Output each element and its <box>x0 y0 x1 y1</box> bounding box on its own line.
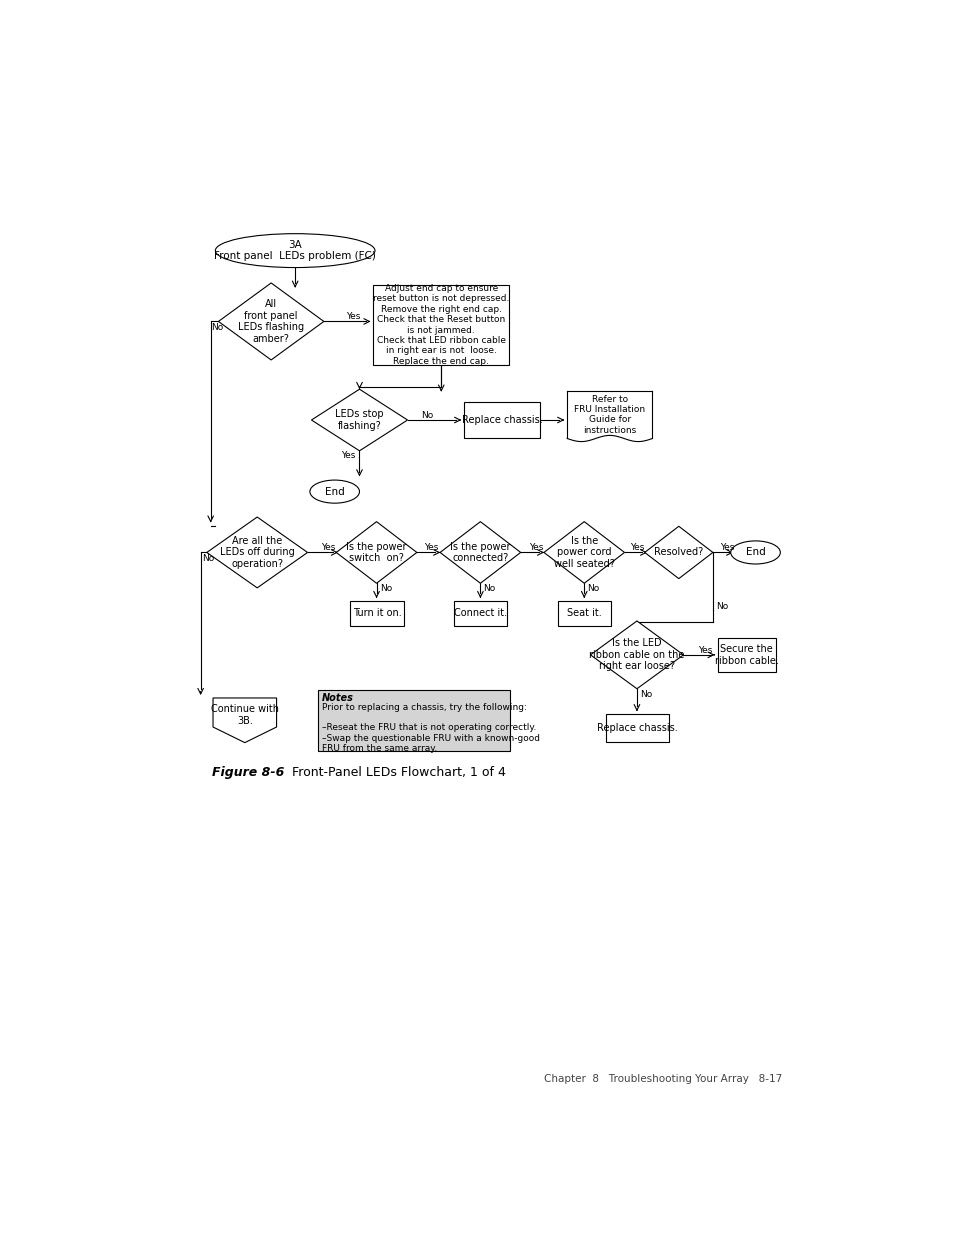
Text: Yes: Yes <box>423 543 437 552</box>
Text: 3A
Front panel  LEDs problem (FC): 3A Front panel LEDs problem (FC) <box>214 240 375 262</box>
Text: Refer to
FRU Installation
Guide for
instructions: Refer to FRU Installation Guide for inst… <box>574 394 645 435</box>
Text: Yes: Yes <box>340 451 355 459</box>
Text: Prior to replacing a chassis, try the following:

–Reseat the FRU that is not op: Prior to replacing a chassis, try the fo… <box>321 703 539 753</box>
Text: Yes: Yes <box>529 543 543 552</box>
Bar <box>717 638 775 672</box>
Text: Yes: Yes <box>346 312 360 321</box>
Polygon shape <box>218 283 323 359</box>
Text: Adjust end cap to ensure
reset button is not depressed.
Remove the right end cap: Adjust end cap to ensure reset button is… <box>373 284 509 366</box>
Text: Yes: Yes <box>630 543 644 552</box>
Polygon shape <box>644 526 712 579</box>
Text: Figure 8-6: Figure 8-6 <box>212 766 284 779</box>
Text: Yes: Yes <box>321 543 335 552</box>
Text: End: End <box>745 547 764 557</box>
Text: Notes: Notes <box>321 693 353 704</box>
Text: No: No <box>716 601 727 611</box>
Polygon shape <box>543 521 624 583</box>
Text: No: No <box>211 324 223 332</box>
Text: No: No <box>202 555 214 563</box>
Bar <box>464 403 539 437</box>
Text: All
front panel
LEDs flashing
amber?: All front panel LEDs flashing amber? <box>238 299 304 343</box>
Text: Turn it on.: Turn it on. <box>353 609 401 619</box>
Text: End: End <box>324 487 344 496</box>
Text: Is the LED
ribbon cable on the
right ear loose?: Is the LED ribbon cable on the right ear… <box>589 638 684 672</box>
Ellipse shape <box>215 233 375 268</box>
Text: Connect it.: Connect it. <box>454 609 506 619</box>
Text: Replace chassis.: Replace chassis. <box>461 415 542 425</box>
Bar <box>558 601 610 626</box>
Text: No: No <box>421 411 434 420</box>
Text: Is the
power cord
well seated?: Is the power cord well seated? <box>554 536 614 569</box>
Text: Is the power
connected?: Is the power connected? <box>450 542 510 563</box>
Text: Resolved?: Resolved? <box>654 547 702 557</box>
Polygon shape <box>311 389 407 451</box>
Polygon shape <box>439 521 520 583</box>
Text: Chapter  8   Troubleshooting Your Array   8-17: Chapter 8 Troubleshooting Your Array 8-1… <box>543 1073 781 1084</box>
Text: No: No <box>379 584 392 593</box>
Text: Are all the
LEDs off during
operation?: Are all the LEDs off during operation? <box>219 536 294 569</box>
Text: Replace chassis.: Replace chassis. <box>597 722 678 734</box>
Polygon shape <box>335 521 416 583</box>
Bar <box>605 714 669 742</box>
Text: No: No <box>483 584 496 593</box>
Text: Secure the
ribbon cable.: Secure the ribbon cable. <box>714 645 778 666</box>
Bar <box>373 285 509 364</box>
Text: LEDs stop
flashing?: LEDs stop flashing? <box>335 409 383 431</box>
Text: Yes: Yes <box>698 646 712 655</box>
Text: Front-Panel LEDs Flowchart, 1 of 4: Front-Panel LEDs Flowchart, 1 of 4 <box>288 766 505 779</box>
Text: Seat it.: Seat it. <box>566 609 601 619</box>
Text: Yes: Yes <box>719 543 733 552</box>
Text: No: No <box>587 584 599 593</box>
Bar <box>350 601 404 626</box>
Polygon shape <box>213 698 276 742</box>
Text: No: No <box>639 689 652 699</box>
Text: Is the power
switch  on?: Is the power switch on? <box>346 542 406 563</box>
Text: Continue with
3B.: Continue with 3B. <box>211 704 278 726</box>
Ellipse shape <box>730 541 780 564</box>
Bar <box>454 601 506 626</box>
Ellipse shape <box>310 480 359 503</box>
Polygon shape <box>207 517 307 588</box>
Polygon shape <box>590 621 682 689</box>
Bar <box>317 689 509 751</box>
